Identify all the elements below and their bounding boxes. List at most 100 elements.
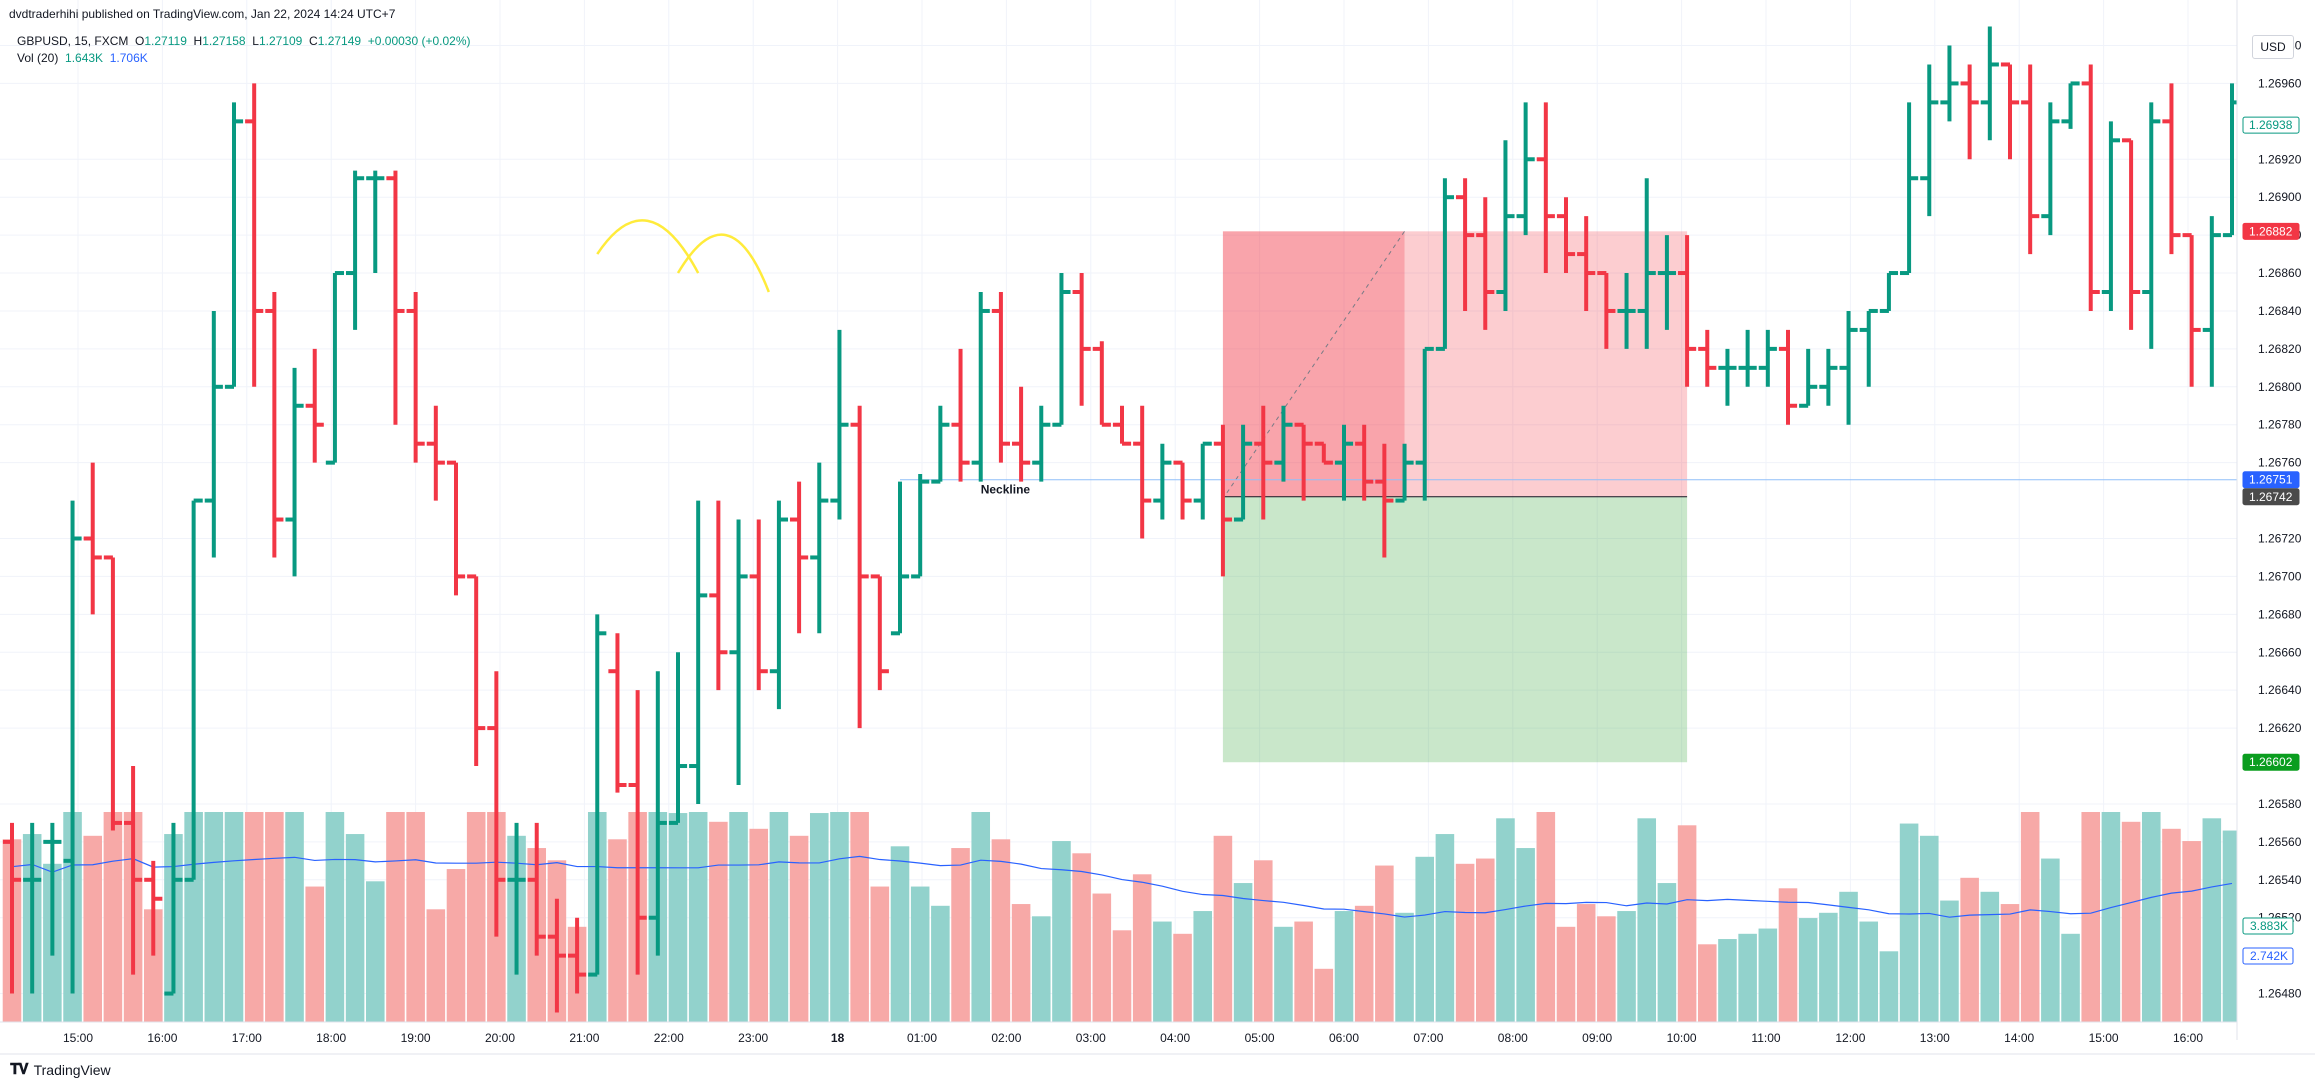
volume-bar <box>1556 926 1576 1022</box>
x-tick-label: 21:00 <box>569 1031 599 1045</box>
volume-label-box <box>2242 917 2294 935</box>
x-tick-label: 20:00 <box>485 1031 515 1045</box>
volume-bar <box>1294 921 1313 1022</box>
take-profit-zone <box>1222 496 1688 763</box>
volume-bar <box>1617 911 1636 1022</box>
volume-bar <box>1253 860 1273 1022</box>
volume-bar <box>345 834 365 1022</box>
tradingview-brand[interactable]: 𝐓𝐕 TradingView <box>10 1061 111 1078</box>
volume-bar <box>1919 835 1939 1022</box>
volume-bar <box>931 905 950 1022</box>
volume-label: 3.883K <box>2250 919 2288 933</box>
brand-label: TradingView <box>33 1061 111 1078</box>
x-tick-label: 10:00 <box>1667 1031 1697 1045</box>
price-label: 1.26882 <box>2249 224 2293 238</box>
volume-bar <box>1052 841 1071 1022</box>
x-tick-label: 06:00 <box>1329 1031 1359 1045</box>
y-tick-label: 1.26640 <box>2258 683 2302 697</box>
volume-bar <box>1960 877 1979 1022</box>
volume-bar <box>789 835 809 1022</box>
high-value: 1.27158 <box>202 34 246 48</box>
volume-bar <box>1132 874 1152 1022</box>
price-label-box <box>2242 471 2300 489</box>
volume-bar <box>1819 912 1838 1022</box>
volume-label[interactable]: Vol (20) <box>17 51 59 65</box>
volume-bar <box>1798 918 1818 1022</box>
volume-bar <box>729 812 748 1022</box>
volume-bar <box>1576 904 1596 1022</box>
volume-bar <box>1112 930 1132 1022</box>
volume-bar <box>971 812 991 1022</box>
volume-bar <box>1233 883 1253 1022</box>
volume-bar <box>1758 928 1778 1022</box>
y-tick-label: 1.26700 <box>2258 569 2302 583</box>
x-tick-label: 17:00 <box>232 1031 262 1045</box>
volume-bar <box>446 869 466 1022</box>
y-tick-label: 1.26620 <box>2258 721 2302 735</box>
x-tick-label: 15:00 <box>2089 1031 2119 1045</box>
volume-bar <box>1435 834 1455 1022</box>
y-tick-label: 1.26820 <box>2258 342 2302 356</box>
publisher-line: dvdtraderhihi published on TradingView.c… <box>9 7 396 21</box>
volume-bar <box>406 812 425 1022</box>
x-tick-label: 01:00 <box>907 1031 937 1045</box>
volume-bar <box>365 881 385 1022</box>
volume-bar <box>1274 926 1293 1022</box>
volume-bar <box>608 839 627 1022</box>
volume-bar <box>2182 841 2201 1022</box>
y-tick-label: 1.26580 <box>2258 797 2302 811</box>
annotation-arc-right <box>676 233 770 293</box>
volume-bar <box>224 812 244 1022</box>
volume-bar <box>83 835 103 1022</box>
volume-bar <box>1879 951 1899 1022</box>
price-label: 1.26602 <box>2249 755 2293 769</box>
volume-bar <box>2141 812 2161 1022</box>
neckline-label: Neckline <box>981 483 1031 497</box>
x-tick-label: 08:00 <box>1498 1031 1528 1045</box>
volume-bar <box>1031 916 1051 1022</box>
volume-bar <box>2041 858 2060 1022</box>
volume-bar <box>809 813 829 1022</box>
y-tick-label: 1.26720 <box>2258 531 2302 545</box>
volume-bar <box>2202 818 2222 1022</box>
volume-bar <box>1516 848 1535 1022</box>
volume-bar <box>1697 944 1717 1022</box>
volume-label: 2.742K <box>2250 949 2288 963</box>
annotation-arc-left <box>596 219 700 274</box>
y-tick-label: 1.26920 <box>2258 152 2302 166</box>
symbol-name[interactable]: GBPUSD, 15, FXCM <box>17 34 129 48</box>
low-value: 1.27109 <box>258 34 303 48</box>
volume-bar <box>890 846 910 1022</box>
x-tick-label: 03:00 <box>1076 1031 1106 1045</box>
y-tick-label: 1.26780 <box>2258 418 2302 432</box>
x-tick-label: 07:00 <box>1413 1031 1443 1045</box>
y-tick-label: 1.26860 <box>2258 266 2302 280</box>
volume-bar <box>1677 825 1697 1022</box>
volume-bar <box>1072 853 1091 1022</box>
volume-bar <box>951 848 970 1022</box>
volume-bar <box>285 812 304 1022</box>
volume-bar <box>1395 912 1414 1022</box>
x-tick-label: 11:00 <box>1751 1031 1780 1045</box>
volume-bar <box>1213 835 1233 1022</box>
change-value: +0.00030 (+0.02%) <box>367 34 471 48</box>
price-label-box <box>2242 116 2300 134</box>
x-tick-label: 05:00 <box>1245 1031 1275 1045</box>
open-value: 1.27119 <box>144 34 187 48</box>
volume-bar <box>1778 888 1798 1022</box>
volume-bar <box>1940 900 1959 1022</box>
x-tick-label: 12:00 <box>1835 1031 1865 1045</box>
volume-bar <box>1173 933 1192 1022</box>
price-label: 1.26938 <box>2249 118 2293 132</box>
currency-button[interactable]: USD <box>2252 35 2294 59</box>
x-tick-label: 02:00 <box>991 1031 1021 1045</box>
volume-bar <box>769 812 789 1022</box>
volume-bar <box>2081 812 2101 1022</box>
stop-loss-zone-active <box>1222 231 1405 497</box>
volume-bar <box>2000 904 2020 1022</box>
close-label: C <box>309 34 318 48</box>
volume-bar <box>709 821 728 1022</box>
volume-bar <box>668 813 688 1022</box>
volume-bar <box>1980 891 2000 1022</box>
